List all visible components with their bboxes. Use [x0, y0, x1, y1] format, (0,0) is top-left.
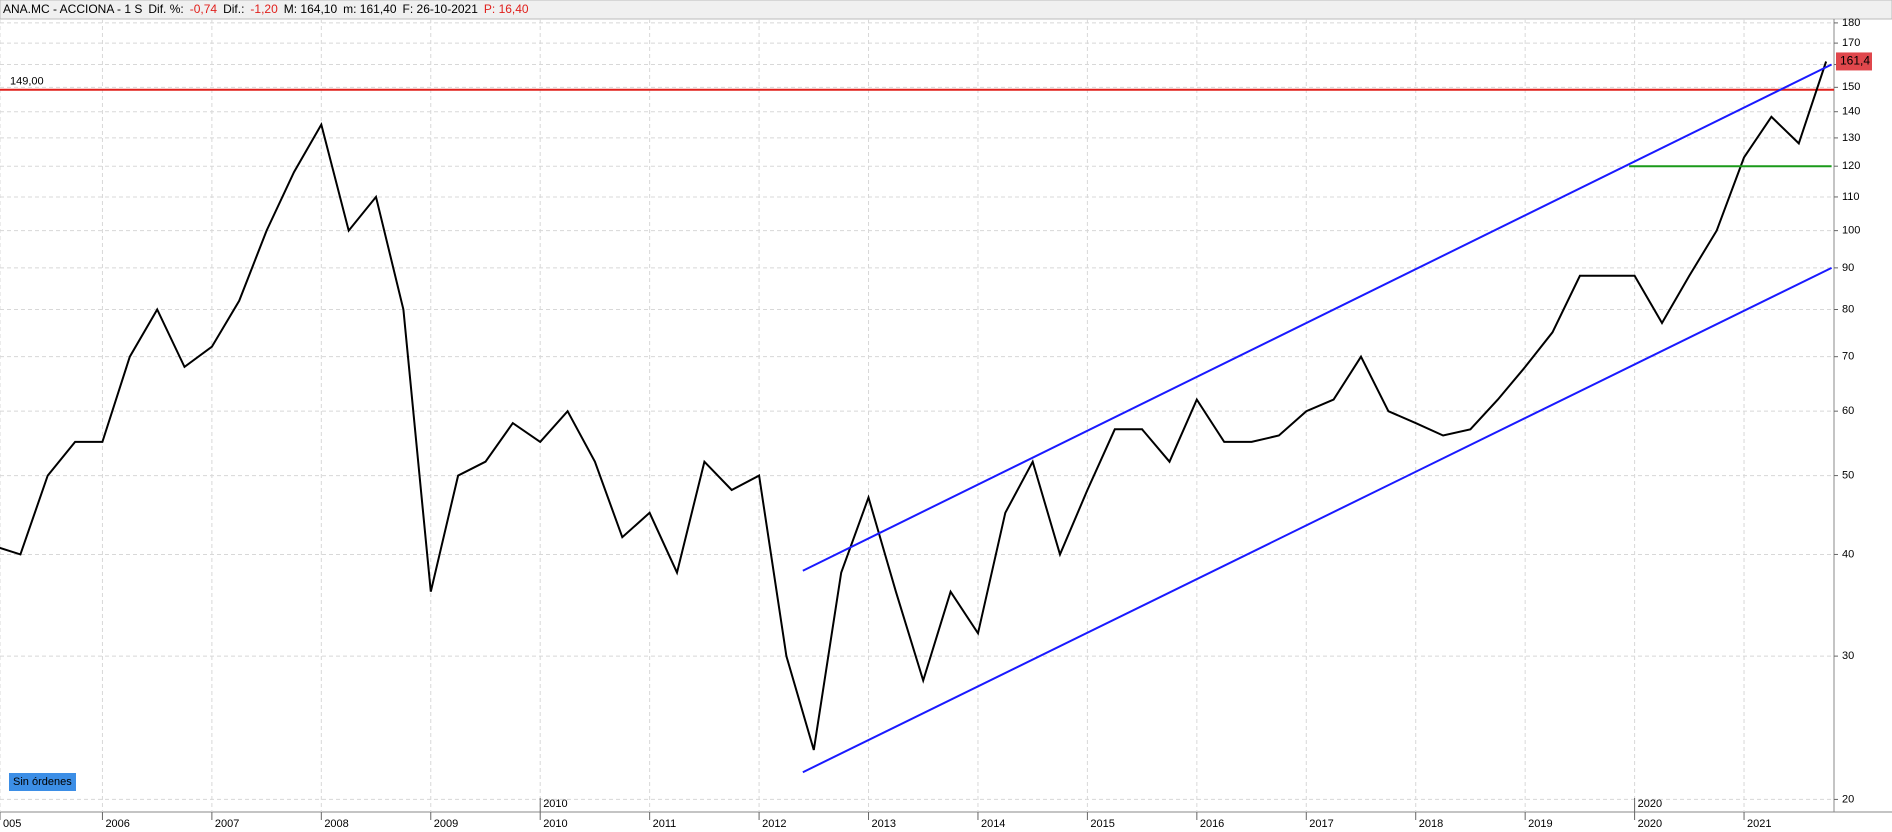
x-tick-label: 2012	[762, 818, 786, 830]
header-item: Dif.:	[223, 2, 244, 16]
y-tick-label: 140	[1842, 106, 1860, 118]
header-item: ANA.MC - ACCIONA - 1 S	[3, 2, 142, 16]
status-box	[9, 773, 76, 791]
x-tick-label: 2017	[1309, 818, 1333, 830]
price-line	[0, 61, 1828, 751]
x-tick-label: 2015	[1090, 818, 1114, 830]
y-tick-label: 130	[1842, 132, 1860, 144]
header-item: m: 161,40	[343, 2, 397, 16]
header-item: P: 16,40	[484, 2, 529, 16]
x-tick-label: 2011	[653, 818, 677, 830]
last-price-label: 161,4	[1840, 54, 1870, 68]
x-tick-label: 2008	[324, 818, 348, 830]
y-tick-label: 80	[1842, 303, 1854, 315]
y-tick-label: 70	[1842, 351, 1854, 363]
header-item: M: 164,10	[284, 2, 338, 16]
x-tick-label: 005	[3, 818, 21, 830]
x-tick-label: 2010	[543, 818, 567, 830]
y-tick-label: 110	[1842, 191, 1860, 203]
last-price-tag	[1836, 52, 1872, 71]
header-item: Dif. %:	[148, 2, 183, 16]
x-tick-label: 2020	[1638, 818, 1662, 830]
resistance-label: 149,00	[10, 76, 44, 88]
y-tick-label: 60	[1842, 405, 1854, 417]
x-tick-label: 2009	[434, 818, 458, 830]
x-tick-label: 2016	[1200, 818, 1224, 830]
plot-area	[0, 61, 1834, 774]
y-tick-label: 20	[1842, 793, 1854, 805]
y-tick-label: 150	[1842, 81, 1860, 93]
y-tick-label: 120	[1842, 160, 1860, 172]
x-tick-label: 2014	[981, 818, 1005, 830]
x-tick-label: 2019	[1528, 818, 1552, 830]
grid	[0, 19, 1834, 812]
y-tick-label: 170	[1842, 37, 1860, 49]
header-item: -0,74	[190, 2, 218, 16]
y-tick-label: 30	[1842, 650, 1854, 662]
x-tick-label: 2018	[1419, 818, 1443, 830]
x-upper-label: 2020	[1638, 798, 1662, 810]
trendline	[802, 266, 1833, 774]
x-tick-label: 2007	[215, 818, 239, 830]
axes: 2030405060708090100110120130140150160170…	[0, 17, 1872, 830]
y-tick-label: 40	[1842, 548, 1854, 560]
x-tick-label: 2006	[105, 818, 129, 830]
y-tick-label: 100	[1842, 225, 1860, 237]
x-tick-label: 2021	[1747, 818, 1771, 830]
header-item: -1,20	[250, 2, 278, 16]
trendline	[802, 63, 1833, 572]
y-tick-label: 90	[1842, 262, 1854, 274]
header: ANA.MC - ACCIONA - 1 S Dif. %: -0,74 Dif.: -…	[3, 2, 529, 16]
y-tick-label: 180	[1842, 17, 1860, 29]
header-bar	[0, 0, 1892, 20]
header-item: F: 26-10-2021	[403, 2, 479, 16]
status-label: Sin órdenes	[13, 776, 72, 788]
x-upper-label: 2010	[543, 798, 567, 810]
y-tick-label: 50	[1842, 469, 1854, 481]
x-tick-label: 2013	[872, 818, 896, 830]
